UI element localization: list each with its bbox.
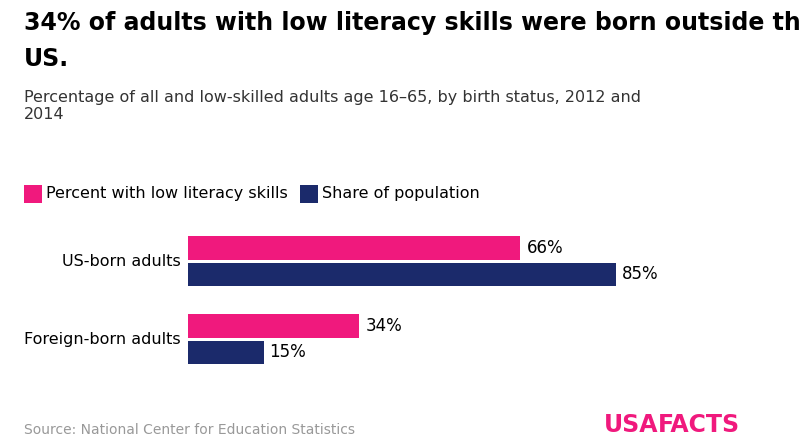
Bar [188, 340, 263, 364]
Text: 34% of adults with low literacy skills were born outside the: 34% of adults with low literacy skills w… [24, 11, 800, 35]
Text: 34%: 34% [366, 317, 402, 335]
Text: US.: US. [24, 47, 69, 71]
Bar [188, 314, 359, 337]
Text: FACTS: FACTS [658, 413, 740, 437]
Bar [188, 263, 616, 286]
Text: Source: National Center for Education Statistics: Source: National Center for Education St… [24, 423, 355, 437]
Text: Percent with low literacy skills: Percent with low literacy skills [46, 186, 287, 202]
Bar [188, 236, 521, 260]
Text: Percentage of all and low-skilled adults age 16–65, by birth status, 2012 and
20: Percentage of all and low-skilled adults… [24, 90, 641, 122]
Text: Share of population: Share of population [322, 186, 479, 202]
Text: 15%: 15% [270, 343, 306, 362]
Text: Foreign-born adults: Foreign-born adults [24, 332, 181, 347]
Text: USA: USA [604, 413, 658, 437]
Text: US-born adults: US-born adults [62, 254, 181, 269]
Text: 66%: 66% [526, 239, 563, 257]
Text: 85%: 85% [622, 266, 659, 284]
